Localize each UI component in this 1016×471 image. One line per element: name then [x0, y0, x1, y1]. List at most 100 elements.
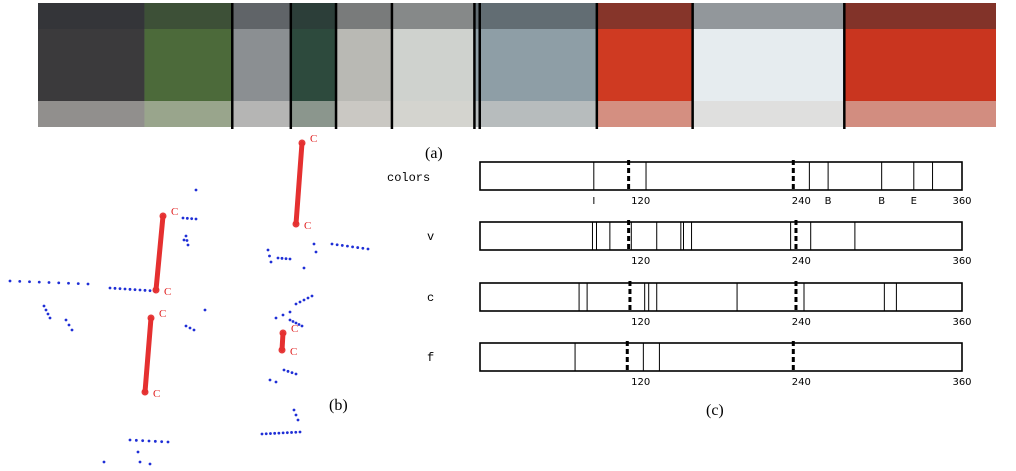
- map-point: [148, 462, 152, 466]
- corner-segment: [153, 213, 166, 293]
- map-point: [138, 460, 142, 464]
- panorama-regions: [38, 3, 996, 127]
- corner-endpoint: [292, 220, 300, 228]
- map-point: [128, 438, 132, 442]
- map-point: [294, 321, 298, 325]
- bar-row-c: c 120 240 360: [427, 281, 972, 328]
- map-point: [269, 260, 273, 264]
- map-point: [47, 281, 51, 284]
- corner-label: C: [164, 286, 171, 298]
- map-point: [288, 310, 292, 314]
- corner-endpoint: [278, 346, 286, 354]
- map-point: [133, 288, 137, 292]
- map-point: [184, 234, 188, 238]
- map-point: [302, 266, 306, 270]
- map-point: [264, 432, 268, 436]
- corner-endpoint: [147, 314, 155, 322]
- map-point: [141, 439, 145, 443]
- map-point: [294, 413, 298, 417]
- map-point: [294, 372, 298, 376]
- map-point: [86, 282, 90, 286]
- map-point: [136, 450, 140, 454]
- tick-label: 240: [792, 196, 811, 207]
- map-point: [186, 243, 190, 247]
- map-point: [28, 280, 31, 284]
- map-point: [276, 256, 280, 260]
- panorama-dividers: [231, 3, 846, 129]
- map-point: [268, 254, 271, 258]
- map-point: [203, 308, 207, 312]
- row-label: colors: [387, 171, 430, 185]
- map-point: [123, 287, 127, 291]
- corner-label: C: [171, 206, 178, 218]
- map-point: [300, 324, 304, 328]
- map-point: [18, 279, 22, 283]
- map-point: [147, 439, 151, 443]
- row-label: v: [427, 230, 434, 244]
- corner-label: C: [291, 323, 298, 335]
- map-point: [298, 430, 302, 434]
- map-point: [76, 282, 80, 286]
- panel-label-a: (a): [425, 145, 443, 162]
- tick-label: 360: [952, 377, 971, 388]
- bar-outline: [479, 342, 963, 372]
- map-point: [134, 438, 138, 442]
- map-point: [185, 216, 189, 220]
- map-point: [294, 302, 298, 306]
- map-point: [67, 323, 71, 327]
- map-point: [273, 431, 277, 435]
- corner-endpoint: [279, 329, 287, 337]
- map-point: [184, 324, 188, 328]
- map-point: [57, 281, 61, 285]
- map-point: [292, 408, 296, 412]
- map-point: [113, 286, 117, 290]
- boundary-letter: B: [825, 196, 832, 207]
- map-point: [361, 246, 365, 250]
- panorama-floor: [38, 101, 996, 127]
- map-point: [285, 431, 289, 435]
- tick-label: 120: [631, 196, 650, 207]
- tick-label: 240: [792, 317, 811, 328]
- map-point: [277, 431, 281, 435]
- map-point: [335, 243, 339, 247]
- map-point: [312, 242, 316, 246]
- map-point: [64, 318, 68, 322]
- map-point: [166, 440, 170, 444]
- map-point: [281, 431, 285, 435]
- map-point: [306, 296, 310, 300]
- map-point: [153, 439, 157, 443]
- tick-label: 360: [952, 196, 971, 207]
- map-point: [46, 312, 50, 316]
- map-points: [8, 188, 370, 466]
- corner-endpoint: [159, 212, 167, 220]
- map-point: [288, 257, 292, 261]
- map-point: [290, 431, 293, 434]
- map-point: [298, 300, 302, 304]
- map-point: [190, 217, 194, 221]
- map-point: [42, 304, 46, 308]
- map-point: [281, 313, 285, 317]
- map-point: [290, 371, 294, 375]
- map-point: [288, 318, 292, 322]
- corner-endpoint: [152, 286, 160, 294]
- bar-row-v: v 120 240 360: [427, 220, 972, 267]
- map-point: [284, 257, 288, 261]
- tick-label: 120: [631, 377, 650, 388]
- corner-segment: [142, 315, 154, 395]
- boundary-letter: B: [878, 196, 885, 207]
- corner-endpoint: [141, 388, 149, 396]
- bar-row-colors: colors 120 240 360 I B B E: [387, 160, 972, 207]
- map-point: [48, 316, 52, 320]
- corner-label: C: [310, 133, 317, 145]
- row-label: c: [427, 291, 434, 305]
- map-point: [143, 288, 147, 292]
- map-point: [269, 432, 272, 435]
- map-point: [194, 217, 198, 221]
- panorama-image: [38, 3, 996, 129]
- tick-label: 360: [952, 317, 971, 328]
- corner-label: C: [304, 220, 311, 232]
- map-point: [138, 288, 142, 292]
- map-point: [291, 320, 295, 323]
- tick-label: 120: [631, 317, 650, 328]
